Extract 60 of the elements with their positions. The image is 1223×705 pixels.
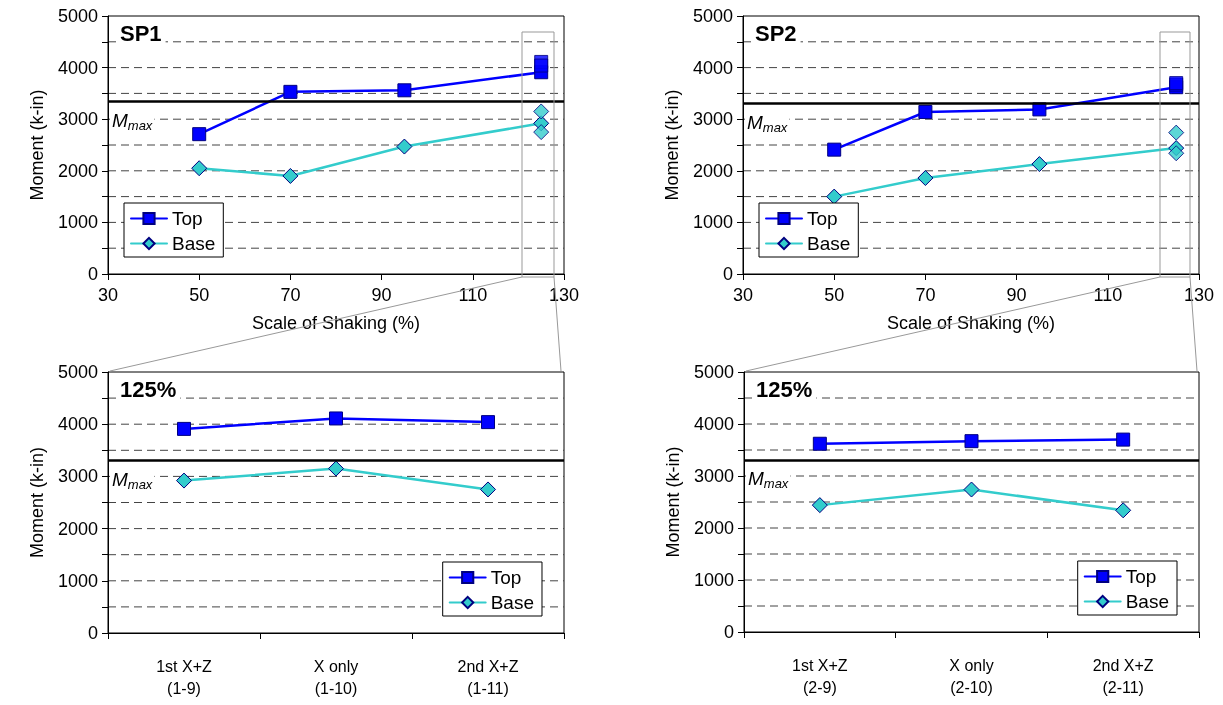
y-tick-label: 1000: [693, 570, 734, 590]
y-tick-label: 4000: [692, 57, 733, 78]
x-tick-label: 90: [1006, 285, 1027, 305]
y-axis-title: Moment (k-in): [27, 89, 47, 201]
chart-title: SP2: [755, 20, 797, 46]
x-tick-label: 70: [280, 285, 301, 305]
y-tick-label: 3000: [693, 466, 734, 486]
y-axis-title: Moment (k-in): [27, 446, 47, 559]
y-axis-title: Moment (k-in): [663, 446, 683, 558]
y-tick-label: 4000: [693, 414, 734, 434]
x-tick-label: 1st X+Z (1-9): [156, 657, 213, 697]
y-tick-label: 0: [87, 264, 98, 284]
y-tick-label: 4000: [57, 57, 98, 78]
legend-label: Base: [807, 233, 851, 254]
y-tick-label: 5000: [693, 362, 734, 382]
y-tick-label: 2000: [693, 518, 734, 538]
x-tick-label: 90: [371, 285, 392, 305]
y-tick-label: 0: [87, 623, 98, 643]
x-tick-label: X only (1-10): [313, 657, 359, 697]
y-tick-label: 1000: [57, 212, 98, 233]
legend-label: Top: [1125, 566, 1157, 587]
x-tick-label: 1st X+Z (2-9): [792, 656, 848, 696]
x-tick-label: 30: [732, 285, 754, 305]
x-tick-label: 130: [1183, 285, 1215, 305]
x-tick-label: X only (2-10): [949, 656, 994, 696]
y-tick-label: 0: [722, 264, 733, 284]
y-tick-label: 2000: [57, 160, 98, 181]
x-tick-label: 2nd X+Z (1-11): [457, 657, 519, 697]
y-tick-label: 3000: [57, 109, 98, 130]
y-tick-label: 1000: [692, 212, 733, 233]
y-tick-label: 4000: [57, 414, 98, 435]
y-tick-label: 5000: [692, 6, 733, 26]
legend-label: Base: [1125, 591, 1170, 612]
y-tick-label: 5000: [57, 362, 98, 382]
y-tick-label: 3000: [692, 109, 733, 130]
y-tick-label: 0: [723, 622, 734, 642]
chart-title: 125%: [120, 376, 177, 402]
y-tick-label: 2000: [57, 518, 98, 539]
legend-label: Top: [490, 567, 522, 588]
x-tick-label: 30: [97, 285, 119, 305]
x-tick-label: 50: [189, 285, 210, 305]
legend-label: Top: [172, 208, 203, 229]
x-tick-label: 2nd X+Z (2-11): [1092, 656, 1154, 696]
y-tick-label: 5000: [57, 6, 98, 26]
x-axis-title: Scale of Shaking (%): [251, 313, 421, 333]
x-tick-label: 110: [458, 285, 488, 305]
x-tick-label: 70: [915, 285, 936, 305]
x-tick-label: 50: [824, 285, 845, 305]
x-tick-label: 130: [548, 285, 580, 305]
chart-title: SP1: [120, 20, 162, 46]
chart-title: 125%: [756, 376, 813, 402]
y-axis-title: Moment (k-in): [662, 89, 682, 201]
y-tick-label: 1000: [57, 570, 98, 591]
legend-label: Base: [490, 592, 535, 613]
y-tick-label: 3000: [57, 466, 98, 487]
legend-label: Top: [807, 208, 838, 229]
y-tick-label: 2000: [692, 160, 733, 181]
x-axis-title: Scale of Shaking (%): [886, 313, 1056, 333]
x-tick-label: 110: [1093, 285, 1123, 305]
legend-label: Base: [172, 233, 216, 254]
